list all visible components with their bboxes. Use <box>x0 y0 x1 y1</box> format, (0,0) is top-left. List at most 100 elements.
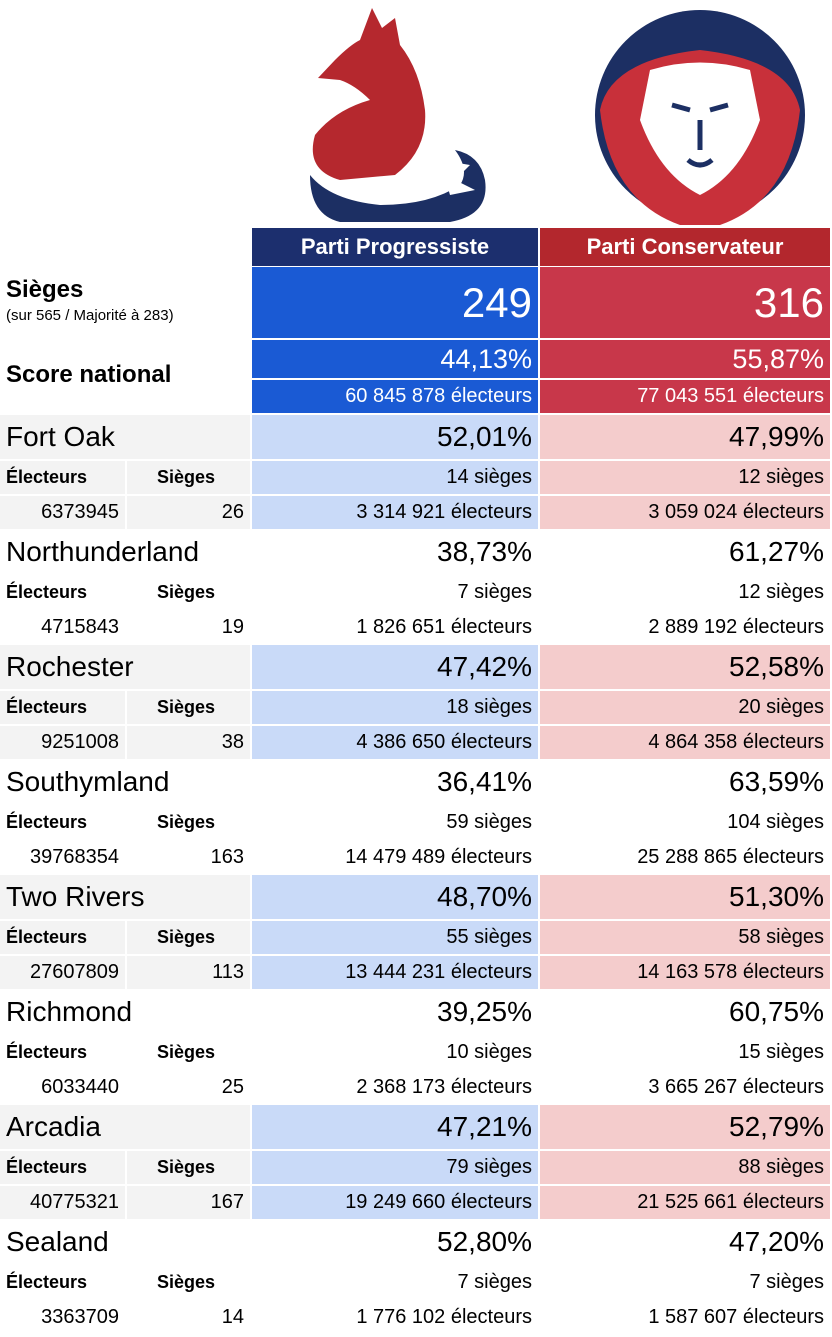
party-seats: 104 sièges <box>727 811 824 833</box>
party-voters: 3 059 024 électeurs <box>540 496 830 529</box>
party-percent: 47,21% <box>252 1105 538 1149</box>
party-seats: 7 sièges <box>457 581 533 603</box>
national-seats: 249 <box>252 267 538 338</box>
party-seats: 18 sièges <box>252 691 538 724</box>
seats-label: Sièges <box>127 921 250 954</box>
party-seats: 15 sièges <box>738 1041 824 1063</box>
party-seats: 12 sièges <box>738 581 824 603</box>
party-voters: 3 314 921 électeurs <box>252 496 538 529</box>
party-voters: 19 249 660 électeurs <box>252 1186 538 1219</box>
party-seats: 58 sièges <box>540 921 830 954</box>
party-voters: 1 587 607 électeurs <box>648 1306 824 1328</box>
party-seats: 7 sièges <box>749 1271 825 1293</box>
region-seats: 163 <box>210 846 244 868</box>
voters-label: Électeurs <box>6 812 88 832</box>
party-seats: 88 sièges <box>540 1151 830 1184</box>
party-voters: 4 864 358 électeurs <box>540 726 830 759</box>
voters-label: Électeurs <box>6 1272 88 1292</box>
fox-logo <box>310 8 486 222</box>
party-percent: 47,99% <box>540 415 830 459</box>
logos <box>310 8 805 225</box>
region-seats: 14 <box>221 1306 244 1328</box>
region-name: Rochester <box>0 645 250 689</box>
party-percent: 39,25% <box>437 996 532 1027</box>
party-seats: 7 sièges <box>457 1271 533 1293</box>
party-percent: 47,42% <box>252 645 538 689</box>
seats-label: Sièges <box>6 276 84 303</box>
region-seats: 26 <box>127 496 250 529</box>
party-voters: 25 288 865 électeurs <box>637 846 824 868</box>
seats-label: Sièges <box>157 582 216 602</box>
party-name: Parti Progressiste <box>252 228 538 266</box>
region-voters: 9251008 <box>0 726 125 759</box>
region-name: Two Rivers <box>0 875 250 919</box>
region-name: Sealand <box>6 1226 109 1257</box>
score-label: Score national <box>6 361 172 388</box>
region-seats: 25 <box>221 1076 244 1098</box>
seats-label: Sièges <box>157 812 216 832</box>
voters-label: Électeurs <box>6 582 88 602</box>
party-percent: 52,58% <box>540 645 830 689</box>
party-percent: 63,59% <box>729 766 824 797</box>
region-voters: 3363709 <box>41 1306 119 1328</box>
party-voters: 13 444 231 électeurs <box>252 956 538 989</box>
region-name: Southymland <box>6 766 170 797</box>
national-percent: 55,87% <box>540 340 830 378</box>
party-voters: 2 368 173 électeurs <box>356 1076 532 1098</box>
national-seats: 316 <box>540 267 830 338</box>
region-voters: 40775321 <box>0 1186 125 1219</box>
party-percent: 38,73% <box>437 536 532 567</box>
region-seats: 19 <box>221 616 244 638</box>
voters-label: Électeurs <box>0 461 125 494</box>
lion-logo <box>595 10 805 225</box>
seats-note: (sur 565 / Majorité à 283) <box>6 306 174 324</box>
party-percent: 52,01% <box>252 415 538 459</box>
region-name: Richmond <box>6 996 133 1027</box>
seats-label: Sièges <box>127 1151 250 1184</box>
party-seats: 55 sièges <box>252 921 538 954</box>
national-voters: 60 845 878 électeurs <box>252 380 538 413</box>
party-voters: 21 525 661 électeurs <box>540 1186 830 1219</box>
region-seats: 113 <box>127 956 250 989</box>
party-percent: 60,75% <box>729 996 824 1027</box>
party-voters: 2 889 192 électeurs <box>648 616 824 638</box>
party-seats: 79 sièges <box>252 1151 538 1184</box>
voters-label: Électeurs <box>0 1151 125 1184</box>
party-percent: 48,70% <box>252 875 538 919</box>
party-seats: 12 sièges <box>540 461 830 494</box>
party-voters: 1 776 102 électeurs <box>356 1306 532 1328</box>
voters-label: Électeurs <box>0 691 125 724</box>
seats-label: Sièges <box>127 461 250 494</box>
seats-label: Sièges <box>157 1272 216 1292</box>
seats-label: Sièges <box>127 691 250 724</box>
party-percent: 36,41% <box>437 766 532 797</box>
region-name: Fort Oak <box>0 415 250 459</box>
national-voters: 77 043 551 électeurs <box>540 380 830 413</box>
party-percent: 47,20% <box>729 1226 824 1257</box>
region-seats: 167 <box>127 1186 250 1219</box>
party-voters: 1 826 651 électeurs <box>356 616 532 638</box>
party-name: Parti Conservateur <box>540 228 830 266</box>
region-voters: 6373945 <box>0 496 125 529</box>
party-seats: 10 sièges <box>446 1041 532 1063</box>
region-voters: 4715843 <box>41 616 119 638</box>
region-voters: 6033440 <box>41 1076 119 1098</box>
region-name: Arcadia <box>0 1105 250 1149</box>
party-percent: 61,27% <box>729 536 824 567</box>
region-seats: 38 <box>127 726 250 759</box>
party-percent: 52,79% <box>540 1105 830 1149</box>
party-voters: 4 386 650 électeurs <box>252 726 538 759</box>
region-voters: 39768354 <box>30 846 119 868</box>
region-voters: 27607809 <box>0 956 125 989</box>
party-percent: 52,80% <box>437 1226 532 1257</box>
seats-label: Sièges <box>157 1042 216 1062</box>
voters-label: Électeurs <box>6 1042 88 1062</box>
party-voters: 14 163 578 électeurs <box>540 956 830 989</box>
party-seats: 14 sièges <box>252 461 538 494</box>
national-percent: 44,13% <box>252 340 538 378</box>
region-name: Northunderland <box>6 536 200 567</box>
party-voters: 14 479 489 électeurs <box>345 846 532 868</box>
voters-label: Électeurs <box>0 921 125 954</box>
party-seats: 20 sièges <box>540 691 830 724</box>
